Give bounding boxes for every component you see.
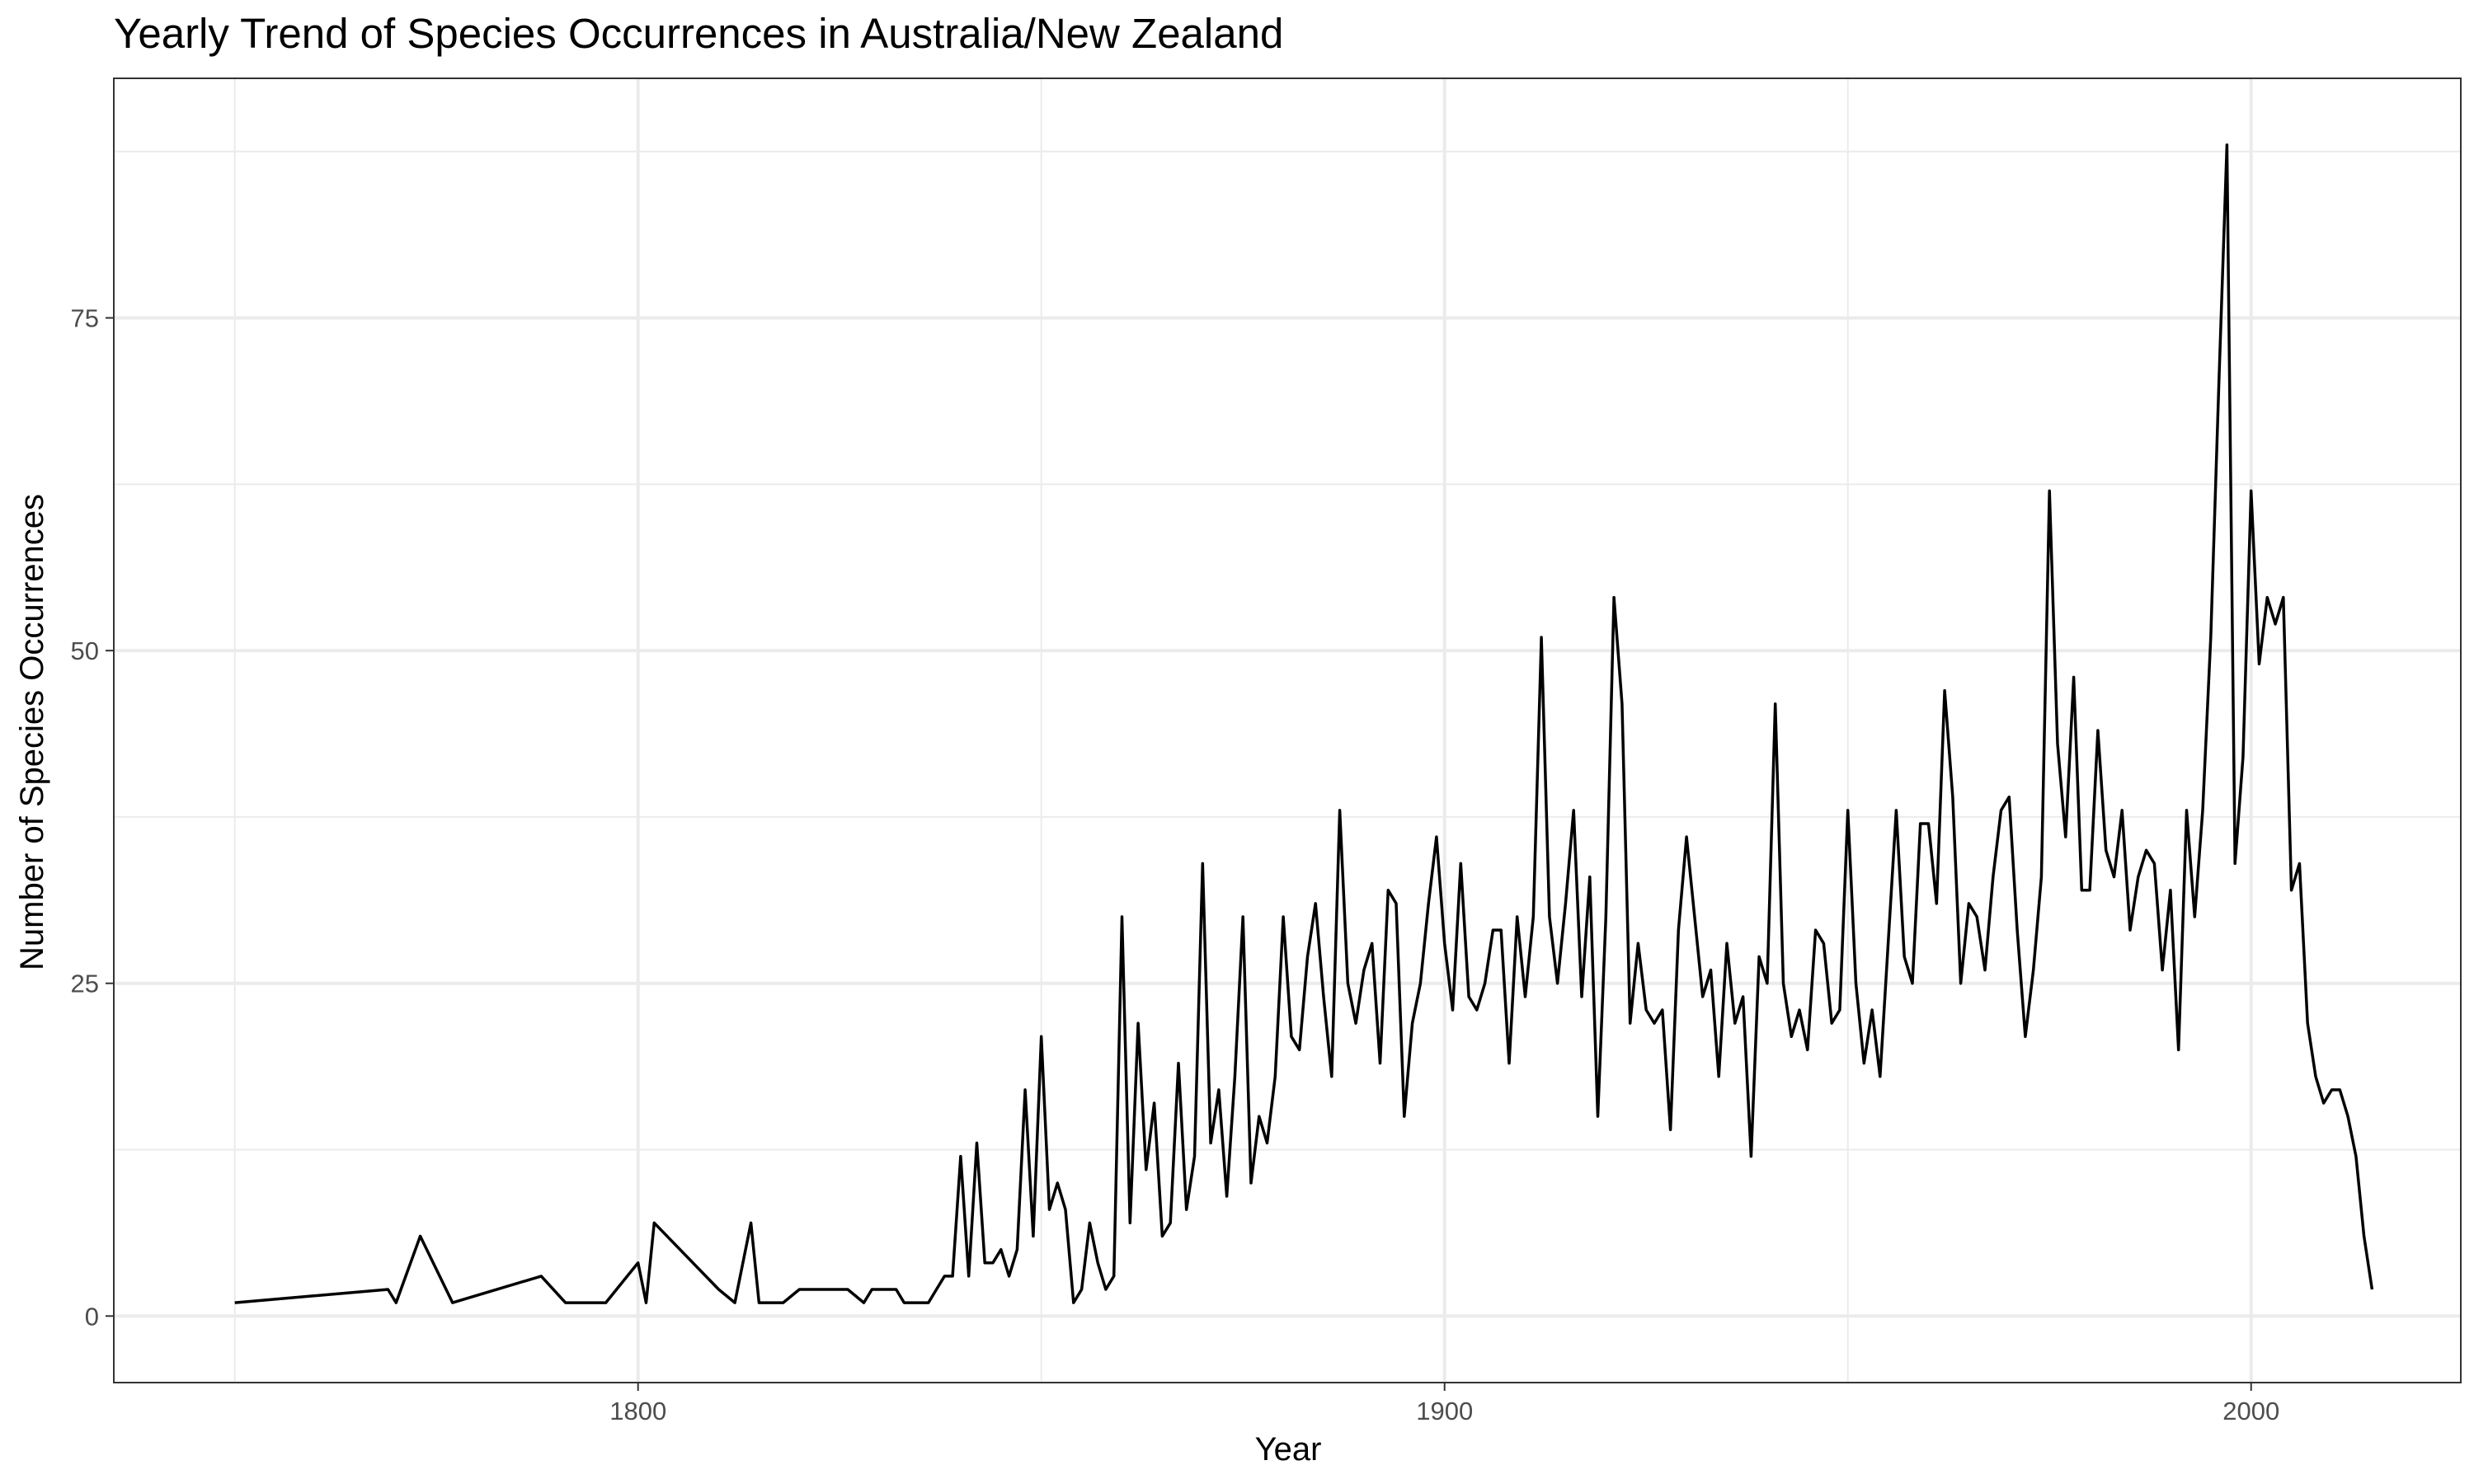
x-tick-label: 2000 (2222, 1397, 2279, 1425)
y-tick-label: 25 (71, 970, 99, 998)
x-tick-label: 1900 (1416, 1397, 1473, 1425)
y-axis: 0 25 50 75 (71, 304, 114, 1331)
series-layer (234, 143, 2374, 1304)
y-tick-label: 50 (71, 636, 99, 665)
x-tick-label: 1800 (609, 1397, 666, 1425)
chart-title: Yearly Trend of Species Occurrences in A… (114, 10, 1283, 57)
y-tick-label: 0 (85, 1302, 99, 1331)
x-axis-label: Year (1255, 1431, 1322, 1468)
y-tick-label: 75 (71, 304, 99, 333)
grid-lines (114, 78, 2461, 1383)
series-line (234, 143, 2374, 1304)
panel-border (113, 77, 2462, 1383)
x-axis: 1800 1900 2000 (609, 1383, 2279, 1425)
y-axis-label: Number of Species Occurrences (14, 494, 50, 970)
